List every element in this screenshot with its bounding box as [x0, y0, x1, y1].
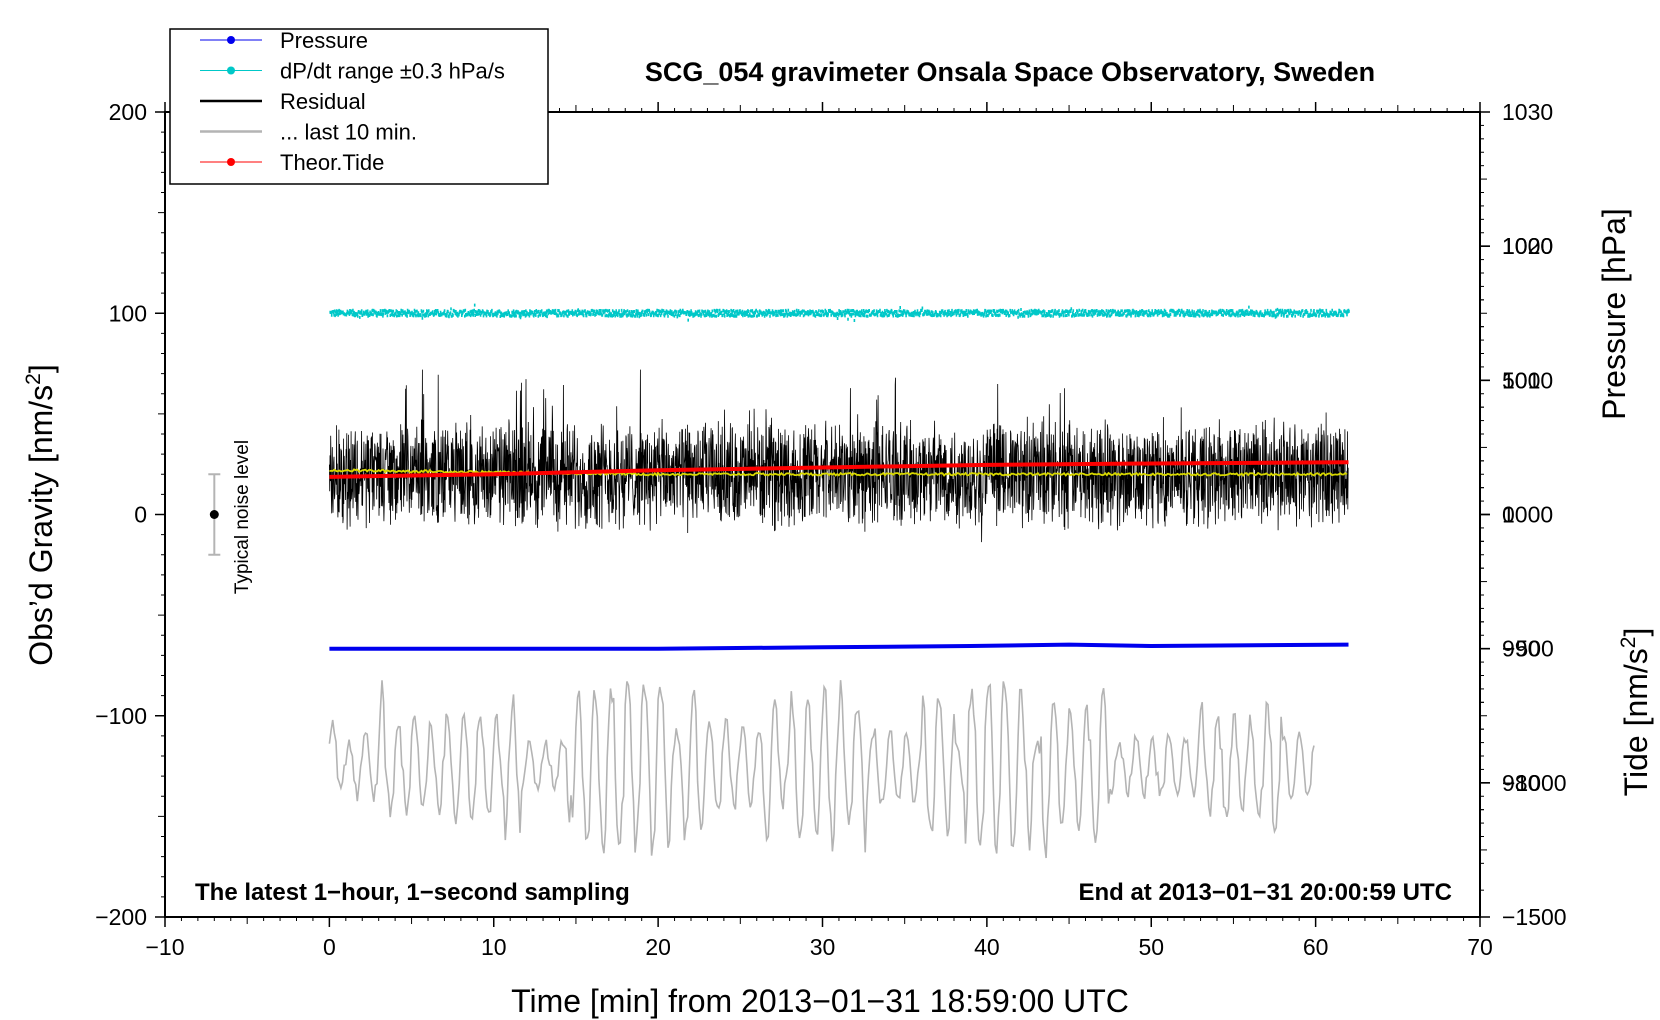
x-tick-label: −10 — [145, 934, 184, 960]
y-left-axis-title-sup: 2 — [22, 373, 45, 385]
series-residual — [329, 369, 1349, 543]
legend-label: Pressure — [280, 28, 368, 53]
y-pressure-tick-label: 1010 — [1502, 367, 1553, 393]
legend-label: dP/dt range ±0.3 hPa/s — [280, 59, 505, 84]
legend-entry: ... last 10 min. — [200, 120, 417, 145]
y-left-tick-label: −200 — [95, 904, 147, 930]
x-tick-label: 30 — [810, 934, 836, 960]
noise-level-indicator — [208, 473, 221, 556]
noise-bar-dot — [209, 510, 219, 519]
x-axis-title: Time [min] from 2013−01−31 18:59:00 UTC — [511, 983, 1129, 1019]
y-tide-axis-title: Tide [nm/s2] — [1617, 628, 1654, 797]
y-tide-axis-title-main: Tide [nm/s — [1618, 648, 1654, 796]
y-pressure-tick-label: 1030 — [1502, 99, 1553, 125]
y-pressure-axis-title: Pressure [hPa] — [1596, 208, 1632, 420]
y-tide-tick-label: −1500 — [1502, 904, 1567, 930]
annotation-sampling: The latest 1−hour, 1−second sampling — [195, 879, 630, 906]
x-tick-label: 60 — [1303, 934, 1329, 960]
y-tide-tick-label: −500 — [1502, 636, 1554, 662]
y-tide-tick-label: 0 — [1502, 502, 1515, 528]
y-tide-axis-title-end: ] — [1618, 628, 1654, 637]
legend: Pressure dP/dt range ±0.3 hPa/s Residual..… — [169, 28, 549, 185]
y-left-tick-label: 200 — [109, 99, 147, 125]
legend-entry: Theor.Tide — [200, 150, 384, 175]
x-tick-label: 10 — [481, 934, 507, 960]
annotation-end-time: End at 2013−01−31 20:00:59 UTC — [1078, 879, 1452, 906]
series-layer — [328, 303, 1350, 859]
legend-box — [169, 28, 549, 185]
tick-labels: −10 0 10 20 30 40 50 60 70−200−10001002009809901… — [95, 99, 1566, 960]
legend-entry: dP/dt range ±0.3 hPa/s — [200, 59, 505, 84]
x-tick-label: 0 — [323, 934, 336, 960]
legend-label: Residual — [280, 89, 366, 114]
y-tide-axis-title-sup: 2 — [1617, 637, 1640, 649]
y-pressure-tick-label: 1000 — [1502, 502, 1553, 528]
y-pressure-tick-label: 980 — [1502, 770, 1540, 796]
x-tick-label: 50 — [1138, 934, 1164, 960]
series-pressure — [329, 642, 1349, 651]
noise-level-label: Typical noise level — [232, 440, 253, 594]
series-theor-tide — [329, 460, 1349, 479]
plot-frame — [164, 111, 1481, 918]
axis-ticks — [155, 102, 1490, 927]
y-pressure-tick-label: 1020 — [1502, 233, 1553, 259]
y-left-tick-label: 0 — [134, 502, 147, 528]
y-left-tick-label: −100 — [95, 703, 147, 729]
y-left-axis-title: Obs’d Gravity [nm/s2] — [22, 364, 59, 666]
series-dpdt — [329, 303, 1350, 322]
y-left-tick-label: 100 — [109, 300, 147, 326]
series-last-10-min — [328, 680, 1315, 859]
y-left-axis-title-main: Obs’d Gravity [nm/s — [23, 385, 59, 666]
y-pressure-tick-label: 990 — [1502, 636, 1540, 662]
dpdt-points — [329, 303, 1350, 322]
legend-entry: Pressure — [200, 28, 368, 53]
x-tick-label: 70 — [1467, 934, 1493, 960]
legend-swatch-dot — [227, 36, 235, 44]
legend-entries: Pressure dP/dt range ±0.3 hPa/s Residual..… — [200, 28, 505, 175]
legend-swatch-dot — [227, 66, 235, 75]
y-left-axis-title-end: ] — [23, 364, 59, 373]
x-tick-label: 20 — [645, 934, 671, 960]
y-tide-tick-label: −1000 — [1502, 770, 1567, 796]
y-tide-tick-label: 500 — [1502, 367, 1540, 393]
chart-title: SCG_054 gravimeter Onsala Space Observat… — [645, 57, 1375, 87]
legend-label: Theor.Tide — [280, 150, 384, 175]
legend-swatch-dot — [227, 158, 235, 166]
x-tick-label: 40 — [974, 934, 1000, 960]
legend-label: ... last 10 min. — [280, 120, 417, 145]
legend-entry: Residual — [200, 89, 366, 114]
y-tide-tick-label: 1000 — [1502, 233, 1553, 259]
